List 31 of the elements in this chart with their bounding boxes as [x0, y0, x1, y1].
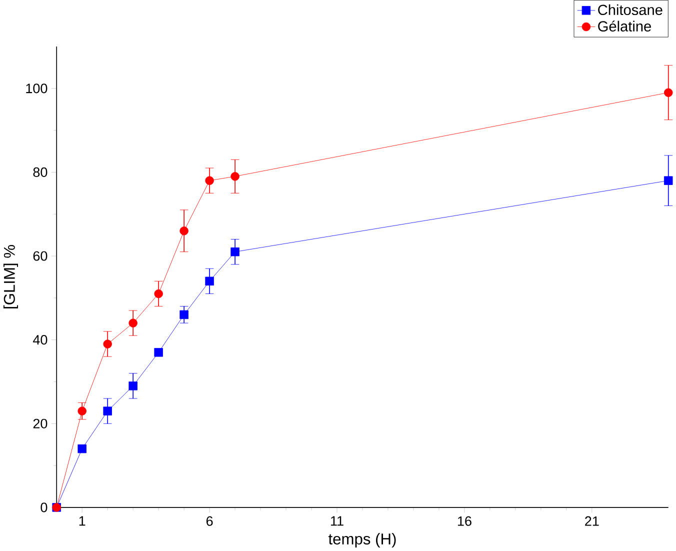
point	[664, 176, 673, 185]
point	[664, 88, 673, 97]
point	[230, 172, 240, 181]
x-tick-label: 21	[585, 516, 599, 526]
point	[154, 348, 163, 357]
point	[154, 289, 163, 298]
y-tick-label: 100	[26, 84, 48, 94]
legend-label: Gélatine	[598, 20, 651, 32]
point	[180, 226, 188, 236]
point	[205, 276, 214, 286]
y-tick-label: 20	[33, 418, 48, 428]
point	[78, 444, 86, 454]
point	[128, 318, 138, 328]
point	[180, 310, 188, 320]
y-tick-label: 40	[32, 335, 48, 345]
x-tick-label: 11	[331, 516, 344, 526]
x-axis-title: temps (H)	[328, 533, 396, 548]
x-tick-label: 1	[79, 516, 86, 526]
point	[103, 406, 112, 416]
y-axis-title: [GLIM] %	[3, 244, 18, 308]
y-tick-label: 60	[33, 251, 48, 261]
point	[103, 340, 112, 348]
point	[230, 247, 240, 256]
point	[205, 176, 214, 185]
legend-label: Chitosane	[598, 4, 662, 16]
x-tick-label: 6	[206, 516, 213, 526]
x-tick-label: 16	[458, 516, 472, 526]
y-tick-label: 80	[33, 167, 48, 177]
point	[78, 406, 86, 416]
y-tick-label: 0	[40, 502, 48, 512]
point	[128, 382, 138, 390]
